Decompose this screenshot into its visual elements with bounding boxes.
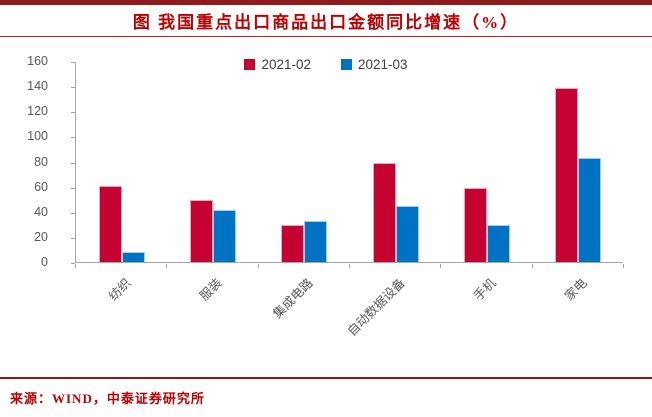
y-axis-tick-label: 80	[34, 154, 48, 169]
y-axis-tick	[71, 263, 75, 264]
bar-2021-02-集成电路	[281, 224, 305, 262]
source-note: 来源：WIND，中泰证券研究所	[10, 391, 205, 406]
y-axis-tick-label: 160	[27, 54, 48, 68]
y-axis-tick-label: 120	[27, 104, 48, 119]
y-axis-tick-label: 40	[34, 204, 48, 219]
chart-legend: 2021-02 2021-03	[0, 57, 652, 72]
y-axis-tick-label: 60	[34, 179, 48, 194]
bar-2021-03-自动数据设备	[395, 205, 419, 262]
bar-group-集成电路	[259, 62, 350, 262]
y-axis-tick-label: 140	[27, 79, 48, 94]
x-axis-tick	[75, 264, 76, 268]
bar-group-服装	[167, 62, 258, 262]
chart-title: 图 我国重点出口商品出口金额同比增速（%）	[132, 13, 520, 32]
bar-2021-02-家电	[555, 88, 579, 262]
x-axis-tick	[531, 264, 533, 268]
bar-group-家电	[533, 62, 624, 262]
x-axis-tick	[440, 264, 442, 268]
footer-divider	[0, 377, 652, 379]
y-axis-tick	[71, 137, 75, 139]
y-axis-tick	[71, 87, 75, 89]
bar-2021-02-手机	[463, 188, 487, 262]
bar-2021-02-服装	[189, 199, 213, 262]
legend-label: 2021-02	[261, 57, 311, 72]
bar-group-手机	[441, 62, 532, 262]
legend-item-2021-03: 2021-03	[341, 57, 408, 72]
y-axis-tick-label: 20	[34, 229, 48, 244]
y-axis-tick-label: 100	[27, 129, 48, 144]
x-axis-tick	[166, 264, 168, 268]
legend-item-2021-02: 2021-02	[244, 57, 311, 72]
bar-2021-02-纺织	[98, 185, 122, 262]
bar-2021-03-集成电路	[304, 220, 328, 262]
bar-2021-03-纺织	[121, 252, 145, 262]
plot-area	[75, 62, 623, 263]
bar-2021-03-手机	[486, 224, 510, 262]
legend-label: 2021-03	[358, 57, 408, 72]
y-axis-tick	[71, 237, 75, 239]
legend-swatch-icon	[341, 59, 352, 70]
bar-2021-03-服装	[212, 209, 236, 262]
x-axis-tick	[623, 264, 624, 268]
top-border-rule	[0, 0, 652, 5]
bar-group-自动数据设备	[350, 62, 441, 262]
legend-swatch-icon	[244, 59, 256, 70]
y-axis-tick	[71, 62, 75, 63]
bar-2021-03-家电	[578, 158, 602, 262]
y-axis-tick	[71, 112, 75, 114]
y-axis-tick-label: 0	[41, 255, 48, 269]
y-axis-tick	[71, 162, 75, 164]
title-divider	[0, 36, 652, 37]
y-axis-tick	[71, 187, 75, 189]
x-axis-tick	[349, 264, 350, 268]
bar-group-纺织	[76, 62, 167, 262]
x-axis-tick	[257, 264, 259, 268]
y-axis-tick	[71, 212, 75, 214]
bar-2021-02-自动数据设备	[372, 163, 396, 262]
bar-chart: 2021-02 2021-03 0 20 40 60 80 100 120 140 160 纺织 服装…	[0, 45, 652, 370]
